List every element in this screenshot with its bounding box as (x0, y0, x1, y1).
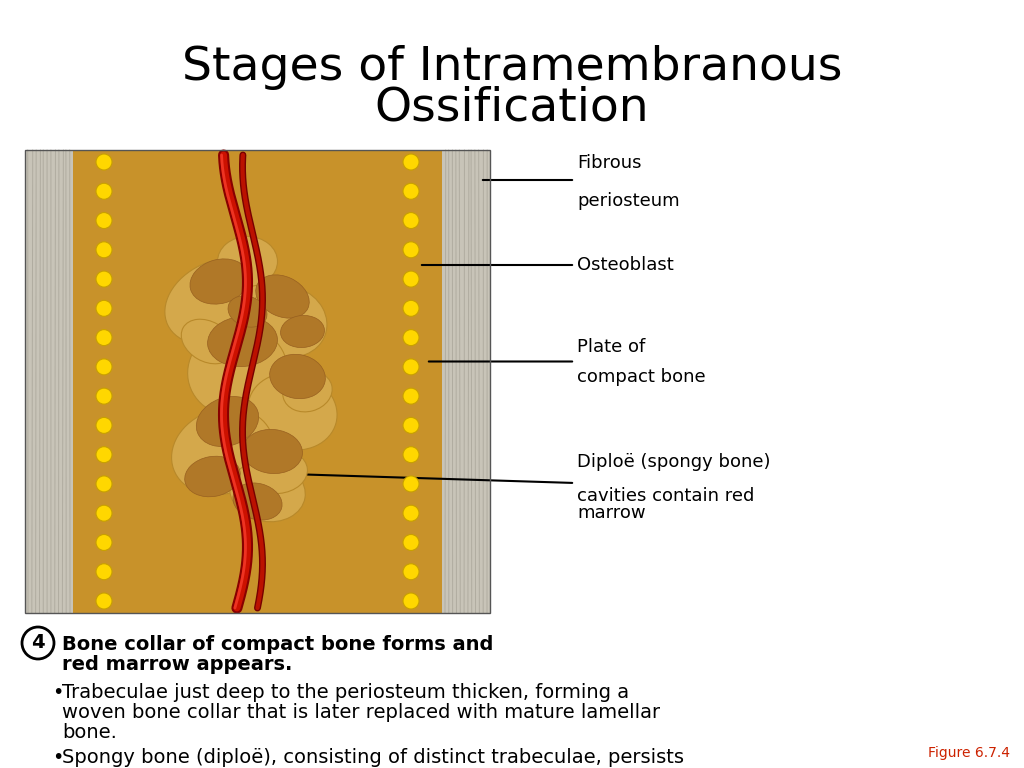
Circle shape (403, 564, 419, 580)
Text: •: • (52, 683, 63, 702)
Text: Figure 6.7.4: Figure 6.7.4 (928, 746, 1010, 760)
Circle shape (96, 242, 112, 258)
Circle shape (403, 329, 419, 346)
Text: Bone collar of compact bone forms and: Bone collar of compact bone forms and (62, 635, 494, 654)
Text: Plate of: Plate of (577, 337, 645, 356)
Text: Spongy bone (diploë), consisting of distinct trabeculae, persists: Spongy bone (diploë), consisting of dist… (62, 748, 684, 767)
Text: compact bone: compact bone (577, 368, 706, 386)
Ellipse shape (181, 319, 233, 364)
Ellipse shape (190, 259, 249, 304)
Circle shape (96, 593, 112, 609)
Ellipse shape (281, 316, 325, 348)
Text: red marrow appears.: red marrow appears. (62, 655, 293, 674)
Circle shape (403, 271, 419, 287)
Ellipse shape (197, 396, 259, 446)
Text: periosteum: periosteum (577, 192, 680, 210)
Ellipse shape (228, 296, 267, 327)
Circle shape (403, 593, 419, 609)
Text: Fibrous: Fibrous (577, 154, 641, 172)
Circle shape (96, 476, 112, 492)
Circle shape (96, 300, 112, 316)
Circle shape (96, 154, 112, 170)
Text: Osteoblast: Osteoblast (577, 256, 674, 274)
Circle shape (403, 447, 419, 462)
Circle shape (96, 417, 112, 433)
Circle shape (403, 242, 419, 258)
Ellipse shape (248, 449, 307, 494)
Circle shape (96, 213, 112, 229)
Ellipse shape (256, 275, 309, 318)
Ellipse shape (232, 483, 282, 520)
Text: •: • (52, 748, 63, 767)
Text: Stages of Intramembranous: Stages of Intramembranous (182, 45, 842, 91)
Ellipse shape (248, 373, 337, 450)
Ellipse shape (208, 316, 278, 366)
Text: Ossification: Ossification (375, 85, 649, 131)
Circle shape (96, 359, 112, 375)
Circle shape (403, 213, 419, 229)
Circle shape (403, 476, 419, 492)
Ellipse shape (172, 409, 273, 495)
Text: Trabeculae just deep to the periosteum thicken, forming a: Trabeculae just deep to the periosteum t… (62, 683, 629, 702)
Circle shape (96, 184, 112, 199)
Circle shape (403, 154, 419, 170)
Circle shape (96, 329, 112, 346)
Circle shape (403, 535, 419, 551)
Circle shape (96, 564, 112, 580)
Ellipse shape (243, 429, 302, 474)
Ellipse shape (165, 259, 270, 345)
Ellipse shape (248, 286, 327, 357)
Text: marrow: marrow (577, 504, 645, 522)
Text: bone.: bone. (62, 723, 117, 742)
Text: cavities contain red: cavities contain red (577, 487, 755, 505)
Ellipse shape (283, 371, 332, 412)
Circle shape (96, 447, 112, 462)
Circle shape (96, 271, 112, 287)
Bar (25, 150, 490, 613)
Circle shape (403, 388, 419, 404)
Ellipse shape (217, 237, 278, 286)
Circle shape (403, 417, 419, 433)
Bar (442, 150, 490, 613)
Circle shape (22, 627, 54, 659)
Circle shape (96, 505, 112, 521)
Text: 4: 4 (31, 634, 45, 653)
Circle shape (403, 505, 419, 521)
Circle shape (403, 184, 419, 199)
Ellipse shape (187, 326, 288, 417)
Ellipse shape (269, 354, 326, 399)
Bar (410, 150, 442, 613)
Bar (73, 150, 442, 613)
Circle shape (96, 535, 112, 551)
Bar (25, 150, 73, 613)
Ellipse shape (184, 456, 241, 497)
Circle shape (403, 359, 419, 375)
Text: woven bone collar that is later replaced with mature lamellar: woven bone collar that is later replaced… (62, 703, 660, 722)
Text: Diploë (spongy bone): Diploë (spongy bone) (577, 453, 770, 471)
Ellipse shape (229, 462, 305, 521)
Circle shape (403, 300, 419, 316)
Circle shape (96, 388, 112, 404)
Bar (105, 150, 410, 613)
Bar (73, 150, 105, 613)
